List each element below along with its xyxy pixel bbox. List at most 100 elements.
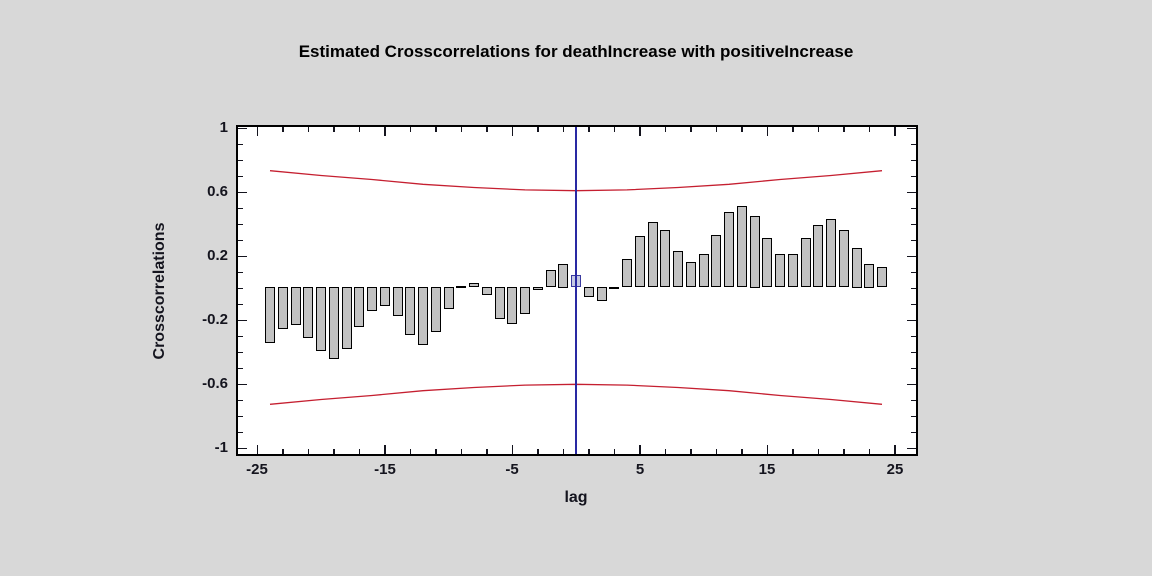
axis-tick [238, 383, 247, 385]
axis-tick [588, 127, 590, 132]
axis-tick [817, 127, 819, 132]
bar [367, 287, 377, 311]
axis-tick [766, 127, 768, 136]
axis-tick [384, 127, 386, 136]
bar [762, 237, 773, 288]
axis-tick [282, 449, 284, 454]
axis-tick [792, 449, 794, 454]
ticks-layer [238, 127, 916, 454]
axis-tick [907, 191, 916, 193]
axis-tick [238, 319, 247, 321]
axis-tick [238, 127, 247, 129]
axis-tick [911, 207, 916, 209]
bar [545, 269, 556, 288]
axis-tick [282, 127, 284, 132]
axis-tick [307, 127, 309, 132]
axis-tick [333, 449, 335, 454]
axis-tick [238, 335, 243, 337]
bar [456, 285, 467, 288]
bar [724, 212, 734, 288]
axis-tick [486, 127, 488, 132]
axis-tick [238, 271, 243, 273]
axis-tick [238, 175, 243, 177]
axis-tick [511, 445, 513, 454]
axis-tick [715, 127, 717, 132]
axis-tick [435, 127, 437, 132]
x-tick-label: -25 [246, 461, 268, 478]
axis-tick [307, 449, 309, 454]
axis-tick [907, 383, 916, 385]
axis-tick [238, 431, 243, 433]
axis-tick [911, 143, 916, 145]
bar [673, 250, 683, 288]
axis-tick [894, 127, 896, 136]
bar [647, 221, 658, 288]
axis-tick [256, 445, 258, 454]
bar [341, 287, 352, 350]
axis-tick [894, 445, 896, 454]
bar [826, 218, 836, 288]
bars-layer [238, 127, 916, 454]
axis-tick [911, 175, 916, 177]
axis-tick [460, 449, 462, 454]
bar [622, 258, 632, 288]
axis-tick [911, 223, 916, 225]
bar [877, 266, 887, 288]
axis-tick [256, 127, 258, 136]
axis-tick [690, 127, 692, 132]
bar [532, 287, 543, 291]
y-tick-label: -0.6 [202, 375, 228, 392]
bar [634, 236, 645, 288]
bar [277, 287, 288, 329]
axis-tick [766, 445, 768, 454]
bar [596, 287, 607, 302]
axis-tick [384, 445, 386, 454]
bar [685, 261, 696, 288]
axis-tick [868, 127, 870, 132]
axis-tick [460, 127, 462, 132]
axis-tick [907, 447, 916, 449]
axis-tick [486, 449, 488, 454]
x-tick-label: 15 [758, 461, 776, 478]
y-tick-label: 0.6 [207, 183, 228, 200]
y-tick-label: -0.2 [202, 311, 228, 328]
axis-tick [238, 415, 243, 417]
axis-tick [238, 255, 247, 257]
axis-tick [238, 351, 243, 353]
axis-tick [911, 335, 916, 337]
axis-tick [238, 191, 247, 193]
bar [711, 234, 722, 288]
axis-tick [238, 159, 243, 161]
x-tick-label: 5 [635, 461, 645, 478]
bar [392, 287, 403, 316]
lag-zero-line [575, 127, 577, 454]
axis-tick [911, 239, 916, 241]
axis-tick [741, 449, 743, 454]
bar [660, 229, 671, 288]
bar [418, 287, 428, 345]
axis-tick [907, 319, 916, 321]
axis-tick [562, 449, 564, 454]
x-axis-title: lag [564, 489, 588, 506]
axis-tick [333, 127, 335, 132]
bar [520, 287, 530, 315]
axis-tick [664, 449, 666, 454]
axis-tick [409, 127, 411, 132]
bar [864, 263, 875, 288]
axis-tick [358, 127, 360, 132]
axis-tick [907, 127, 916, 129]
bar [328, 287, 339, 359]
y-axis-title: Crosscorrelations [151, 222, 168, 360]
axis-tick [511, 127, 513, 136]
bar [851, 247, 862, 288]
axis-tick [238, 367, 243, 369]
bar [290, 287, 301, 326]
bar [481, 287, 492, 295]
axis-tick [238, 303, 243, 305]
axis-tick [613, 449, 615, 454]
axis-tick [639, 445, 641, 454]
bar [430, 287, 441, 332]
axis-tick [741, 127, 743, 132]
bar [583, 287, 594, 297]
axis-tick [911, 431, 916, 433]
